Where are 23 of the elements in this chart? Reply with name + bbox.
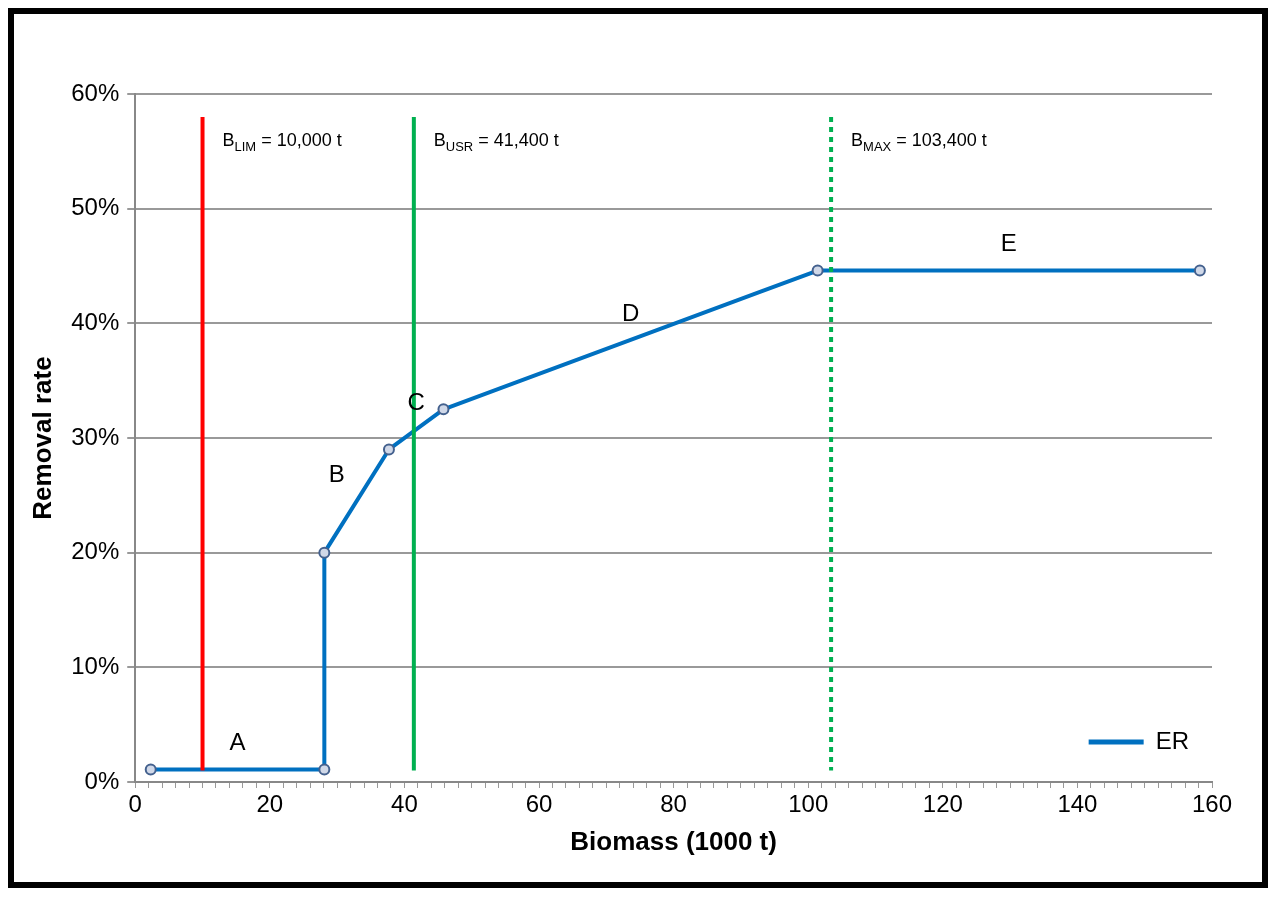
y-axis-title: Removal rate — [26, 356, 57, 520]
y-tick-label: 30% — [71, 422, 120, 450]
x-tick-label: 40 — [391, 790, 418, 818]
annotation: E — [1000, 229, 1017, 257]
x-tick-label: 20 — [256, 790, 284, 818]
x-tick-label: 0 — [128, 790, 142, 818]
annotation: B — [328, 459, 345, 487]
legend-label: ER — [1155, 726, 1189, 754]
y-tick-label: 20% — [71, 537, 120, 565]
annotation: A — [229, 728, 246, 756]
x-tick-label: 120 — [922, 790, 963, 818]
x-axis-title: Biomass (1000 t) — [570, 825, 777, 856]
y-tick-label: 50% — [71, 193, 120, 221]
y-tick-label: 10% — [71, 651, 120, 679]
annotation: D — [621, 298, 640, 326]
x-tick-label: 140 — [1057, 790, 1098, 818]
x-tick-label: 160 — [1191, 790, 1233, 818]
x-tick-label: 80 — [660, 790, 687, 818]
y-tick-label: 60% — [71, 78, 120, 106]
y-tick-label: 0% — [84, 766, 120, 794]
x-tick-label: 100 — [788, 790, 829, 818]
y-tick-label: 40% — [71, 307, 120, 335]
x-tick-label: 60 — [525, 790, 553, 818]
